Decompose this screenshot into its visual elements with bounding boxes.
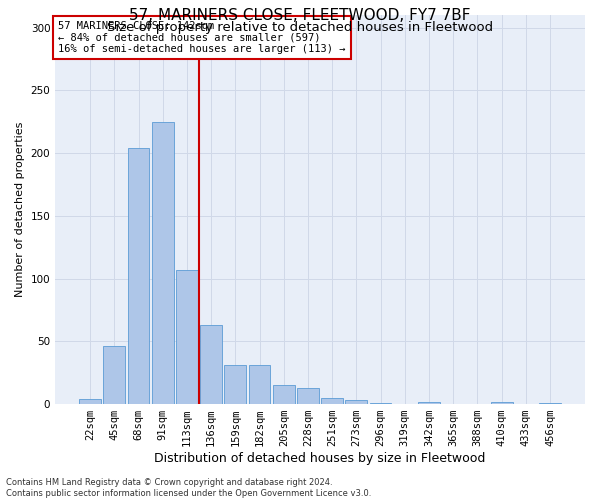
- Bar: [248, 365, 271, 404]
- Bar: [79, 399, 101, 404]
- Bar: [346, 400, 367, 404]
- Bar: [224, 365, 246, 404]
- Bar: [176, 270, 198, 404]
- Text: 57, MARINERS CLOSE, FLEETWOOD, FY7 7BF: 57, MARINERS CLOSE, FLEETWOOD, FY7 7BF: [129, 8, 471, 22]
- Bar: [539, 403, 561, 404]
- Bar: [418, 402, 440, 404]
- Bar: [152, 122, 173, 404]
- Bar: [273, 386, 295, 404]
- Text: Contains HM Land Registry data © Crown copyright and database right 2024.
Contai: Contains HM Land Registry data © Crown c…: [6, 478, 371, 498]
- Bar: [200, 325, 222, 404]
- Y-axis label: Number of detached properties: Number of detached properties: [15, 122, 25, 297]
- X-axis label: Distribution of detached houses by size in Fleetwood: Distribution of detached houses by size …: [154, 452, 486, 465]
- Text: 57 MARINERS CLOSE: 142sqm
← 84% of detached houses are smaller (597)
16% of semi: 57 MARINERS CLOSE: 142sqm ← 84% of detac…: [58, 21, 346, 54]
- Bar: [297, 388, 319, 404]
- Bar: [128, 148, 149, 404]
- Bar: [370, 403, 391, 404]
- Bar: [321, 398, 343, 404]
- Bar: [103, 346, 125, 404]
- Text: Size of property relative to detached houses in Fleetwood: Size of property relative to detached ho…: [107, 21, 493, 34]
- Bar: [491, 402, 512, 404]
